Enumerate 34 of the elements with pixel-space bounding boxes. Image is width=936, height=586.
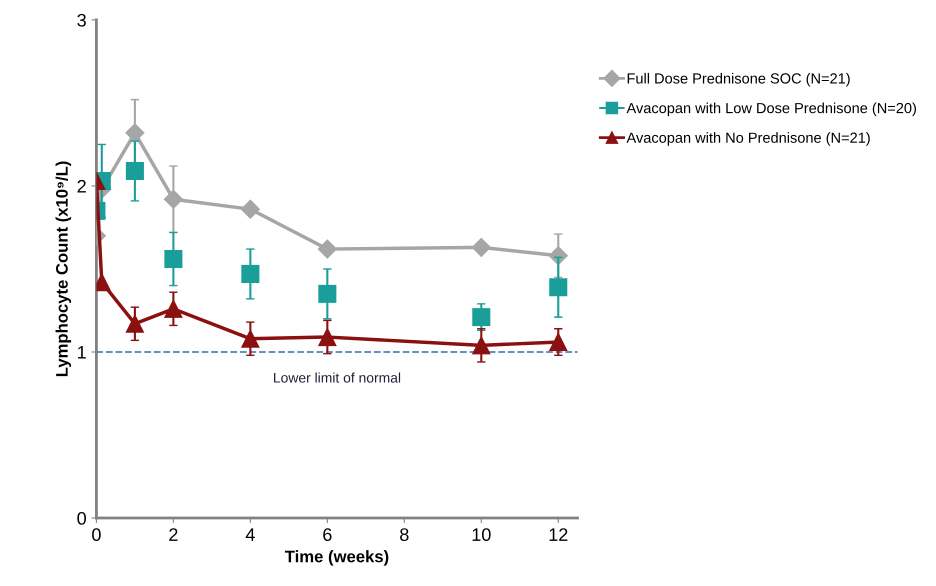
x-tick-label: 2: [169, 528, 178, 541]
point: [164, 250, 182, 268]
ref-line-label: Lower limit of normal: [274, 372, 400, 383]
point: [472, 336, 490, 354]
point: [240, 200, 260, 219]
point: [318, 284, 336, 303]
legend-label: Full Dose Prednisone SOC (N=21): [628, 72, 850, 86]
point: [318, 240, 337, 259]
x-axis-title: Time (weeks): [284, 550, 388, 566]
y-tick-label: 1: [78, 346, 86, 359]
point: [549, 278, 568, 296]
point: [318, 328, 336, 346]
x-tick-label: 12: [550, 528, 568, 541]
x-tick-label: 4: [246, 528, 255, 541]
legend-label: Avacopan with Low Dose Prednisone (N=20): [626, 102, 916, 116]
point: [241, 264, 260, 283]
point: [472, 238, 491, 257]
y-tick-label: 2: [78, 180, 86, 192]
y-axis-title: Lymphocyte Count (x10⁹/L): [56, 162, 72, 376]
point: [549, 333, 568, 352]
point: [126, 314, 144, 333]
point: [164, 300, 182, 318]
x-tick-label: 6: [323, 528, 332, 542]
point: [164, 190, 183, 209]
point: [472, 308, 490, 326]
point: [126, 162, 144, 180]
legend-label: Avacopan with No Prednisone (N=21): [626, 132, 870, 146]
x-tick-label: 10: [472, 528, 491, 542]
point: [241, 330, 260, 348]
x-tick-label: 8: [400, 528, 409, 542]
y-tick-label: 0: [77, 512, 86, 525]
point: [125, 123, 144, 142]
y-tick-label: 3: [77, 14, 86, 27]
x-tick-label: 0: [92, 528, 101, 542]
